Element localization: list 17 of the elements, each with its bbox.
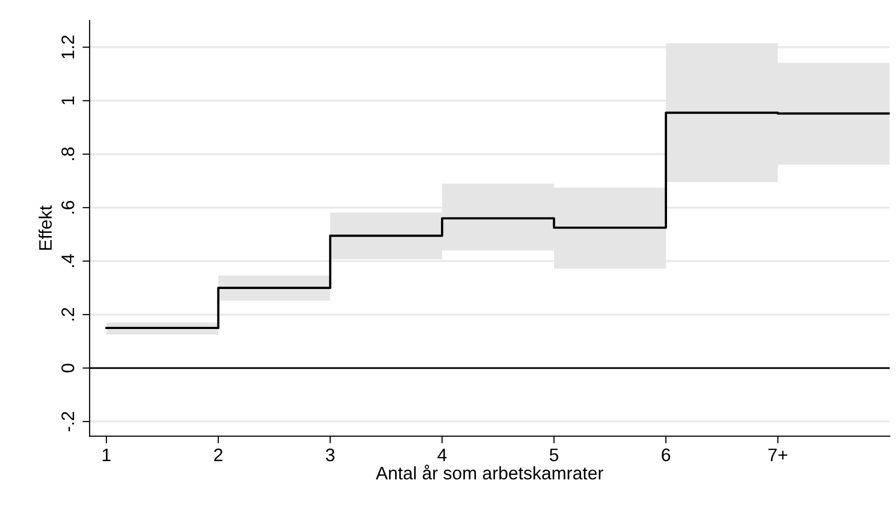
y-tick-label: .8: [61, 147, 74, 160]
x-axis-title: Antal år som arbetskamrater: [376, 464, 604, 480]
x-tick-label: 4: [438, 448, 447, 462]
x-tick-label: 6: [662, 448, 670, 462]
y-axis-title: Effekt: [38, 206, 52, 250]
y-tick-label: .4: [62, 254, 74, 267]
x-tick-label: 3: [326, 448, 334, 462]
x-tick-label: 7+: [768, 448, 788, 462]
x-tick-label: 1: [102, 448, 111, 462]
y-tick-label: .6: [61, 200, 74, 214]
y-tick-label: 1.2: [61, 36, 74, 58]
x-tick-label: 2: [214, 448, 222, 462]
y-tick-label: .2: [61, 308, 74, 320]
y-tick-label: 0: [61, 364, 74, 372]
y-tick-label: 1: [62, 96, 74, 104]
x-tick-label: 5: [550, 448, 558, 462]
y-tick-label: -.2: [61, 412, 74, 432]
